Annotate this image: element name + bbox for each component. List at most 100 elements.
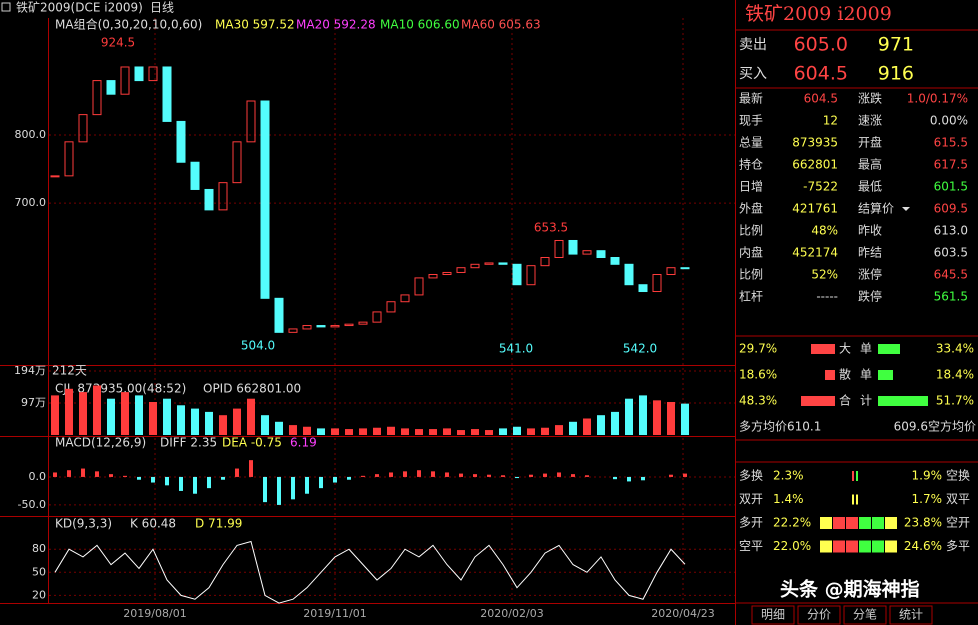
volume-bar	[233, 408, 241, 435]
quote-text: 873935	[792, 136, 838, 150]
flow-bar	[872, 517, 884, 529]
period: 日线	[150, 1, 174, 15]
quote-text: 609.5	[934, 202, 968, 216]
volume-bar	[485, 430, 493, 435]
quote-text: 双开	[739, 492, 763, 506]
quote-text[interactable]: 分价	[807, 608, 831, 622]
legend-entry: OPID 662801.00	[203, 382, 301, 396]
macd-bar	[361, 475, 365, 477]
order-bar	[825, 370, 835, 380]
macd-bar	[557, 472, 561, 477]
candle	[498, 262, 508, 265]
volume-bar	[289, 425, 297, 435]
candle	[484, 262, 494, 265]
tab[interactable]	[751, 605, 795, 625]
quote-text: 总量	[739, 136, 763, 150]
quote-text: 2.3%	[773, 469, 804, 483]
quote-text: 603.5	[934, 246, 968, 260]
quote-text: 604.5	[794, 63, 848, 85]
quote-text: 单	[860, 342, 872, 356]
legend-entry: MA10 606.60	[380, 18, 460, 32]
volume-bar	[219, 415, 227, 435]
quote-text: 0.00%	[930, 114, 968, 128]
quote-text: 空换	[946, 469, 970, 483]
flow-bar	[820, 517, 832, 529]
macd-bar	[333, 476, 337, 483]
macd-bar	[473, 474, 477, 477]
macd-bar	[417, 470, 421, 477]
legend-entry: DEA -0.75	[222, 436, 282, 450]
order-bar	[811, 344, 835, 354]
quote-text: 最新	[739, 91, 763, 106]
candle	[218, 182, 228, 211]
macd-bar	[277, 476, 281, 505]
candle	[652, 274, 662, 293]
macd-bar	[543, 473, 547, 477]
quote-text: 最低	[858, 180, 882, 194]
order-bar	[878, 344, 900, 354]
quote-text: 跌停	[858, 289, 882, 304]
candle	[526, 265, 536, 286]
tab[interactable]	[843, 605, 887, 625]
candle	[624, 263, 634, 286]
y-tick-label: 50	[32, 565, 46, 578]
flow-bar	[852, 494, 854, 505]
macd-bar	[291, 476, 295, 500]
quote-text: 452174	[792, 246, 838, 260]
quote-text: 多平	[946, 539, 970, 553]
volume-bar	[331, 428, 339, 435]
flow-bar	[833, 540, 845, 553]
candle	[78, 114, 88, 143]
quote-text: 12	[823, 114, 838, 128]
tab[interactable]	[889, 605, 933, 625]
candle	[428, 274, 438, 279]
quote-text: 合	[839, 393, 851, 408]
macd-bar	[389, 472, 393, 477]
candle	[386, 301, 396, 313]
quote-text: 开盘	[858, 135, 882, 150]
candle	[64, 141, 74, 177]
flow-bar	[859, 540, 871, 553]
quote-text: 买入	[739, 66, 767, 82]
quote-text: 662801	[792, 158, 838, 172]
tab[interactable]	[797, 605, 841, 625]
volume-bar	[555, 425, 563, 435]
volume-bar	[401, 428, 409, 435]
quote-text: 52%	[811, 268, 838, 282]
quote-text: 561.5	[934, 290, 968, 304]
macd-bar	[375, 474, 379, 477]
volume-bar	[583, 418, 591, 435]
k-line	[54, 540, 686, 604]
macd-bar	[431, 471, 435, 477]
price-annotation: 541.0	[499, 342, 533, 356]
candle	[274, 297, 284, 333]
quote-text[interactable]: 分笔	[853, 607, 877, 622]
volume-bar	[457, 430, 465, 435]
candle	[358, 321, 368, 325]
quote-text: 601.5	[934, 180, 968, 194]
quote-text: 双平	[946, 492, 970, 506]
macd-bar	[515, 476, 519, 479]
quote-text: -----	[816, 290, 838, 304]
flow-bar	[885, 517, 897, 529]
macd-bar	[221, 476, 225, 480]
order-bar	[878, 396, 928, 406]
volume-bar	[121, 392, 129, 435]
macd-bar	[165, 476, 169, 486]
candle	[414, 277, 424, 296]
y-tick-label: 194万	[14, 364, 46, 377]
candle	[190, 161, 200, 190]
quote-text: 33.4%	[936, 342, 974, 356]
candle	[246, 100, 256, 143]
quote-text: 单	[860, 368, 872, 382]
y-tick-label: 800.0	[15, 128, 47, 141]
legend-entry: KD(9,3,3)	[55, 517, 112, 531]
y-tick-label: 20	[32, 588, 46, 601]
quote-text[interactable]: 统计	[899, 608, 923, 622]
macd-bar	[347, 476, 351, 480]
candle	[610, 256, 620, 265]
quote-text[interactable]: 明细	[761, 608, 785, 622]
volume-bar	[443, 428, 451, 435]
volume-bar	[639, 395, 647, 435]
candle	[316, 325, 326, 328]
